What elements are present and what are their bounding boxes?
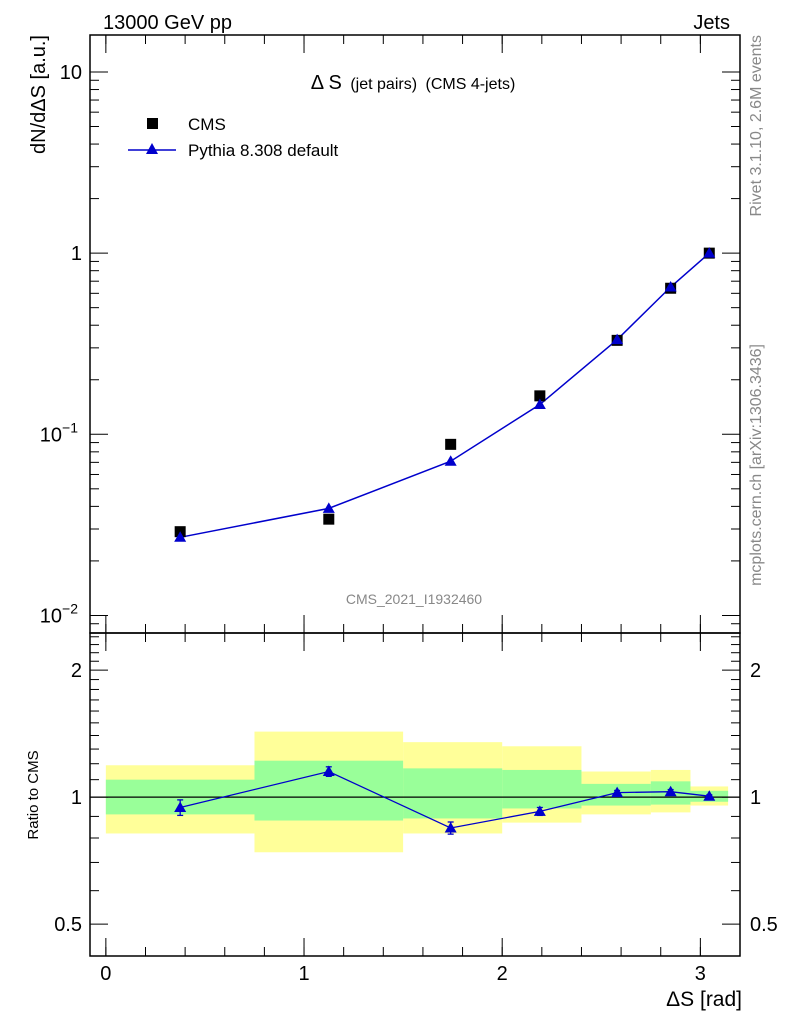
main-title: Δ S (jet pairs) (CMS 4-jets) bbox=[311, 72, 516, 94]
cms-point bbox=[445, 438, 457, 450]
ratio-ytick-label-right: 1 bbox=[750, 787, 761, 809]
ratio-ytick-label-right: 0.5 bbox=[750, 914, 778, 936]
legend-cms-label: CMS bbox=[188, 115, 226, 134]
pythia-point bbox=[533, 398, 546, 410]
ratio-ytick-label-left: 0.5 bbox=[54, 914, 82, 936]
pythia-point bbox=[174, 531, 187, 542]
ratio-ytick-label-right: 2 bbox=[750, 660, 761, 682]
ratio-ytick-label-left: 2 bbox=[71, 660, 82, 682]
main-panel: 10−2 10−1 1 10 Δ S (jet pairs) (CMS 4-jets)… bbox=[28, 34, 741, 634]
ratio-point bbox=[533, 805, 546, 816]
main-ytick-label: 10−2 bbox=[40, 600, 78, 627]
pythia-point bbox=[444, 455, 457, 466]
uncertainty-band-inner bbox=[403, 768, 503, 819]
ratio-xtick-label: 1 bbox=[298, 963, 309, 985]
ratio-point bbox=[611, 786, 624, 798]
ratio-point bbox=[174, 801, 187, 812]
uncertainty-band-inner bbox=[502, 769, 582, 809]
cms-point bbox=[323, 513, 335, 525]
ratio-axes: 0.5 0.5 1 1 2 2 0 1 2 3 bbox=[54, 633, 778, 985]
legend: CMS Pythia 8.308 default bbox=[128, 115, 339, 160]
ratio-frame bbox=[89, 632, 741, 957]
legend-cms-marker bbox=[147, 118, 158, 129]
header-left-text: 13000 GeV pp bbox=[103, 12, 232, 34]
legend-pythia-label: Pythia 8.308 default bbox=[188, 141, 339, 160]
side-top-text: Rivet 3.1.10, 2.6M events bbox=[748, 35, 765, 216]
ratio-data-layer bbox=[90, 765, 740, 835]
pythia-point bbox=[611, 333, 624, 345]
ratio-ytick-label-left: 1 bbox=[71, 787, 82, 809]
ratio-point bbox=[322, 765, 335, 777]
pythia-point bbox=[703, 247, 716, 258]
watermark: CMS_2021_I1932460 bbox=[346, 591, 482, 607]
ratio-xtick-label: 3 bbox=[695, 963, 706, 985]
pythia-point bbox=[664, 281, 677, 292]
pythia-point bbox=[322, 502, 335, 513]
header-right-text: Jets bbox=[693, 12, 730, 34]
main-ylabel: dN/dΔS [a.u.] bbox=[28, 35, 50, 154]
ratio-xlabel: ΔS [rad] bbox=[666, 988, 742, 1011]
ratio-xtick-label: 2 bbox=[497, 963, 508, 985]
ratio-point bbox=[703, 790, 716, 801]
main-ytick-label: 10−1 bbox=[40, 419, 78, 446]
main-axes: 10−2 10−1 1 10 bbox=[40, 35, 740, 634]
main-ytick-label: 10 bbox=[60, 62, 82, 84]
ratio-point bbox=[664, 785, 677, 797]
pythia-line bbox=[180, 252, 710, 539]
main-data-layer bbox=[174, 247, 716, 542]
legend-pythia-marker bbox=[146, 143, 158, 154]
ratio-xtick-label: 0 bbox=[100, 963, 111, 985]
main-ytick-label: 1 bbox=[71, 243, 82, 265]
ratio-point bbox=[444, 821, 457, 833]
title-sub: (jet pairs) bbox=[350, 76, 417, 93]
side-bottom-text: mcplots.cern.ch [arXiv:1306.3436] bbox=[748, 344, 765, 586]
cms-point bbox=[534, 390, 546, 402]
title-main: Δ S bbox=[311, 72, 342, 94]
title-tail: (CMS 4-jets) bbox=[425, 76, 515, 93]
ratio-ylabel: Ratio to CMS bbox=[25, 750, 42, 839]
ratio-panel: 0.5 0.5 1 1 2 2 0 1 2 3 Ratio to CMS ΔS [rad] bbox=[25, 632, 778, 1011]
